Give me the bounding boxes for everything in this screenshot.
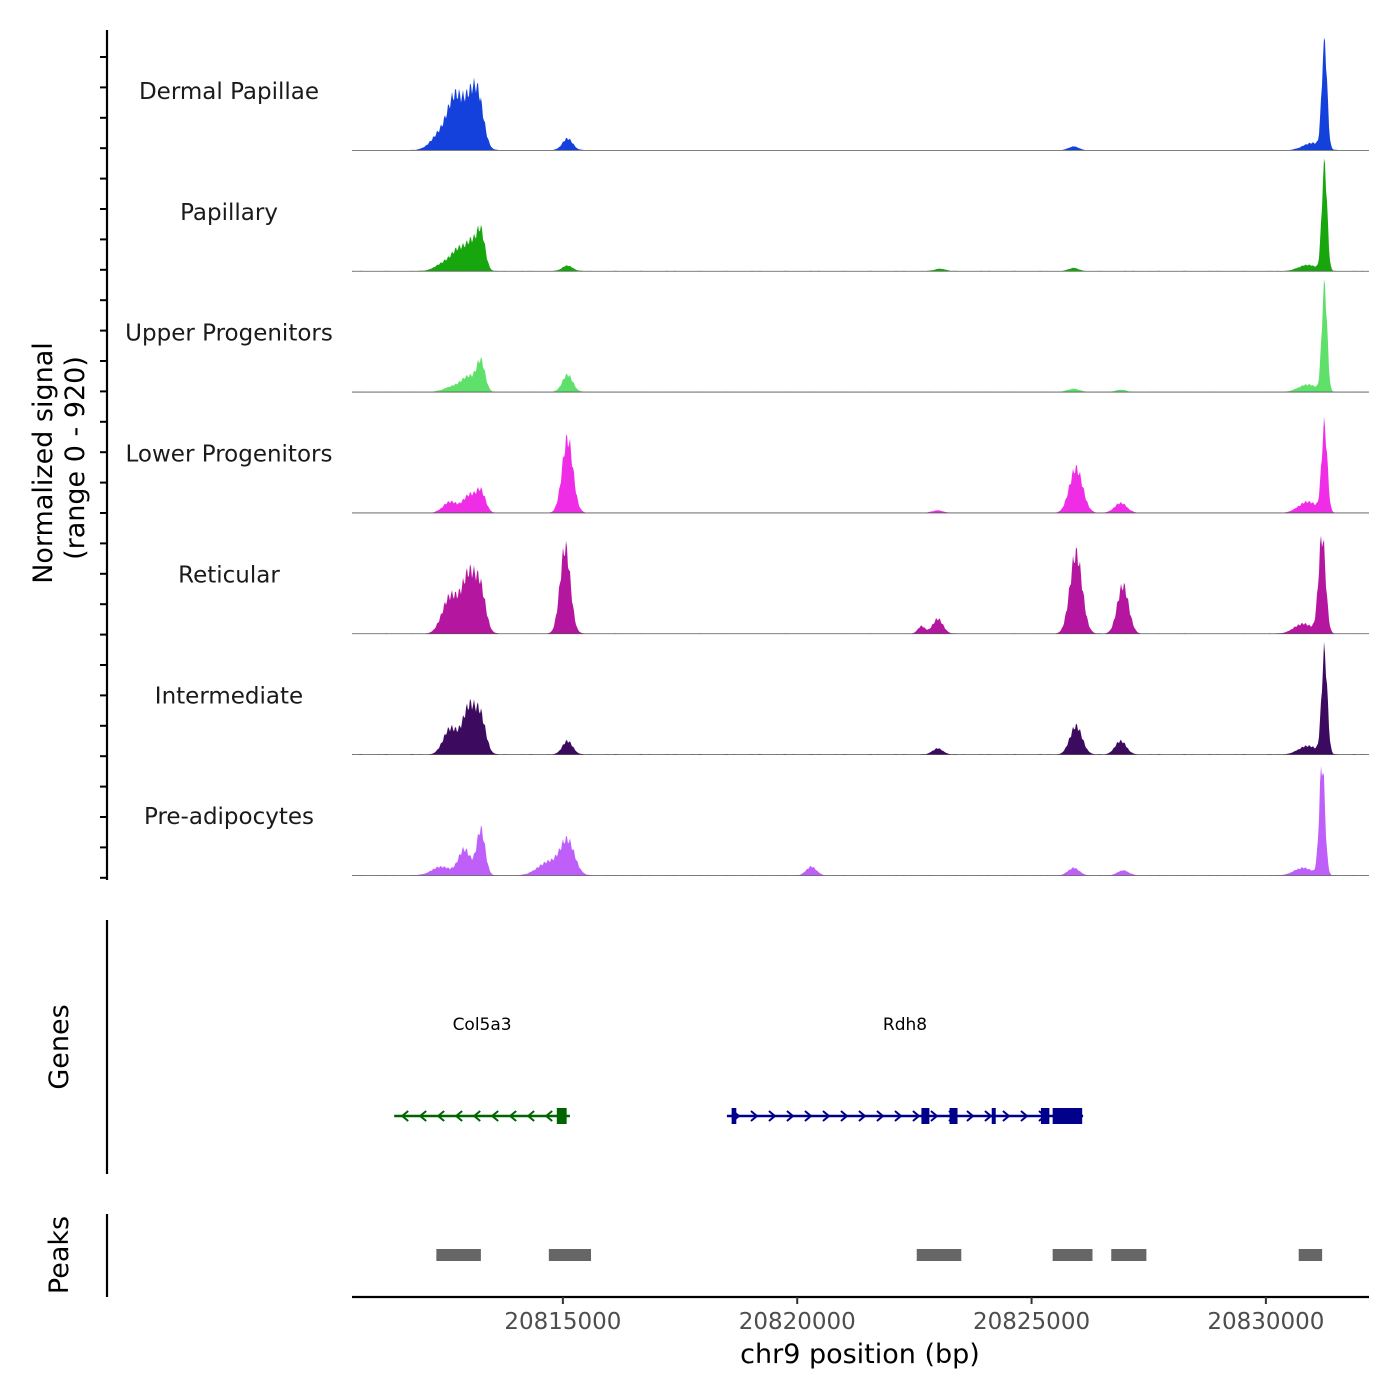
strand-arrow (490, 1110, 499, 1122)
coverage-panel: Normalized signal (range 0 - 920) Dermal… (28, 30, 1369, 880)
x-axis: 20815000 20820000 20825000 20830000 chr9 po… (352, 1295, 1369, 1370)
coverage-track: Upper Progenitors (125, 279, 1369, 393)
strand-arrow (786, 1110, 795, 1122)
coverage-area (352, 535, 1369, 634)
strand-arrow (472, 1110, 481, 1122)
x-tick-label: 20825000 (973, 1309, 1090, 1335)
strand-arrow (822, 1110, 831, 1122)
strand-arrow (544, 1110, 553, 1122)
strand-arrow (508, 1110, 517, 1122)
strand-arrow (858, 1110, 867, 1122)
track-label: Lower Progenitors (126, 442, 333, 468)
track-label: Upper Progenitors (125, 321, 333, 347)
coverage-area (352, 158, 1369, 272)
strand-arrow (1002, 1110, 1011, 1122)
strand-arrow (876, 1110, 885, 1122)
track-label: Papillary (180, 200, 278, 226)
track-label: Intermediate (155, 683, 303, 709)
coverage-track: Papillary (180, 158, 1369, 272)
strand-arrow (436, 1110, 445, 1122)
strand-arrow (930, 1110, 939, 1122)
coverage-area (352, 37, 1369, 151)
strand-arrow (750, 1110, 759, 1122)
coverage-track: Intermediate (155, 641, 1369, 756)
strand-arrow (804, 1110, 813, 1122)
strand-arrow (894, 1110, 903, 1122)
x-tick-label: 20830000 (1207, 1309, 1324, 1335)
peak-region (916, 1249, 962, 1261)
gene-label: Rdh8 (883, 1015, 927, 1035)
peaks-y-axis-title: Peaks (44, 1216, 75, 1294)
gene-label: Col5a3 (453, 1015, 512, 1035)
gene-exon (949, 1108, 958, 1124)
strand-arrow (526, 1110, 535, 1122)
genes-panel: Genes Col5a3 Rdh8 (44, 920, 1084, 1174)
x-axis-title: chr9 position (bp) (740, 1339, 980, 1370)
track-label: Pre-adipocytes (144, 804, 314, 830)
track-label: Dermal Papillae (139, 79, 319, 105)
gene-models: Col5a3 Rdh8 (394, 1015, 1084, 1124)
peak-region (1052, 1249, 1093, 1261)
gene-exon (731, 1108, 737, 1124)
gene-model: Col5a3 (394, 1015, 570, 1124)
x-axis-ticks: 20815000 20820000 20825000 20830000 (504, 1297, 1324, 1335)
coverage-area (352, 765, 1369, 876)
strand-arrow (912, 1110, 921, 1122)
coverage-area (352, 279, 1369, 393)
gene-exon (1040, 1108, 1050, 1124)
peak-region (1298, 1249, 1323, 1261)
peak-regions (436, 1249, 1323, 1261)
gene-exon (556, 1108, 567, 1124)
strand-arrow (1020, 1110, 1029, 1122)
strand-arrow (768, 1110, 777, 1122)
coverage-area (352, 641, 1369, 755)
gene-exon (921, 1108, 930, 1124)
x-tick-label: 20815000 (504, 1309, 621, 1335)
coverage-y-axis (100, 30, 109, 880)
peak-region (1111, 1249, 1147, 1261)
strand-arrow (840, 1110, 849, 1122)
strand-arrow (966, 1110, 975, 1122)
coverage-y-axis-title: Normalized signal (28, 342, 59, 584)
coverage-track: Lower Progenitors (126, 416, 1369, 514)
gene-model: Rdh8 (726, 1015, 1084, 1124)
strand-arrow (400, 1110, 409, 1122)
peak-region (548, 1249, 592, 1261)
coverage-area (352, 416, 1369, 513)
x-tick-label: 20820000 (739, 1309, 856, 1335)
coverage-track: Pre-adipocytes (144, 765, 1369, 876)
coverage-tracks: Dermal Papillae Papillary Upper Progenitor… (125, 37, 1369, 876)
strand-arrow (454, 1110, 463, 1122)
coverage-track: Reticular (178, 535, 1369, 635)
strand-arrow (984, 1110, 993, 1122)
peaks-panel: Peaks (44, 1214, 1323, 1297)
track-label: Reticular (178, 562, 280, 588)
genes-y-axis-title: Genes (44, 1004, 75, 1089)
peak-region (436, 1249, 481, 1261)
coverage-track: Dermal Papillae (139, 37, 1369, 151)
gene-exon (1052, 1108, 1083, 1124)
gene-exon (991, 1108, 996, 1124)
strand-arrow (418, 1110, 427, 1122)
coverage-y-axis-range: (range 0 - 920) (60, 356, 91, 560)
